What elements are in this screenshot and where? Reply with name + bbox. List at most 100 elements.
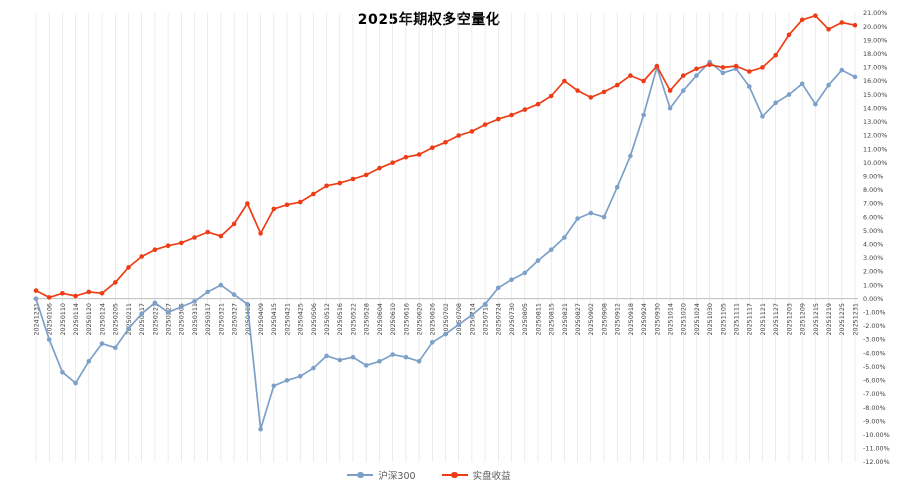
svg-text:5.00%: 5.00%	[863, 227, 883, 235]
chart-title: 2025年期权多空量化	[357, 12, 501, 28]
svg-text:7.00%: 7.00%	[863, 200, 883, 208]
series-1-line	[33, 13, 858, 300]
svg-text:20250714: 20250714	[468, 303, 476, 336]
svg-text:20250512: 20250512	[323, 303, 331, 336]
svg-text:21.00%: 21.00%	[863, 9, 887, 17]
y-axis-labels: 21.00% 20.00% 19.00% 18.00% 17.00% 16.00% 15.0…	[863, 9, 890, 466]
svg-text:-8.00%: -8.00%	[863, 404, 886, 412]
svg-text:20250815: 20250815	[548, 303, 556, 336]
svg-text:20251215: 20251215	[812, 303, 820, 336]
legend-label-hs300: 沪深300	[378, 471, 416, 482]
svg-text:20250821: 20250821	[561, 303, 569, 336]
svg-text:20251020: 20251020	[680, 303, 688, 336]
svg-text:-3.00%: -3.00%	[863, 336, 886, 344]
svg-text:-2.00%: -2.00%	[863, 322, 886, 330]
svg-text:20250805: 20250805	[521, 303, 529, 336]
svg-text:20250217: 20250217	[138, 303, 146, 336]
svg-text:-6.00%: -6.00%	[863, 377, 886, 385]
svg-text:20250522: 20250522	[349, 303, 357, 336]
svg-text:20250924: 20250924	[640, 303, 648, 336]
svg-text:20251105: 20251105	[719, 303, 727, 336]
svg-text:20.00%: 20.00%	[863, 23, 887, 31]
svg-text:6.00%: 6.00%	[863, 213, 883, 221]
svg-text:20250610: 20250610	[389, 303, 397, 336]
svg-text:0.00%: 0.00%	[863, 295, 883, 303]
svg-text:20250506: 20250506	[310, 303, 318, 336]
legend-dot	[451, 471, 458, 479]
legend-item-shipan: 实盘收益	[441, 468, 511, 482]
svg-text:20251203: 20251203	[785, 303, 793, 336]
svg-text:20250930: 20250930	[653, 303, 661, 336]
svg-text:20250918: 20250918	[627, 303, 635, 336]
svg-text:20250811: 20250811	[534, 303, 542, 336]
svg-text:20250730: 20250730	[508, 303, 516, 336]
svg-text:12.00%: 12.00%	[863, 132, 887, 140]
svg-text:20250402: 20250402	[244, 303, 252, 336]
legend-label-shipan: 实盘收益	[472, 471, 511, 482]
line-marker-icon	[441, 471, 468, 480]
svg-text:20250106: 20250106	[46, 303, 54, 336]
svg-text:11.00%: 11.00%	[863, 145, 887, 153]
svg-text:20250114: 20250114	[72, 303, 80, 336]
svg-text:3.00%: 3.00%	[863, 254, 883, 262]
svg-text:20250702: 20250702	[442, 303, 450, 336]
svg-text:20251111: 20251111	[733, 303, 741, 336]
svg-text:20250317: 20250317	[204, 303, 212, 336]
svg-text:19.00%: 19.00%	[863, 36, 887, 44]
svg-text:4.00%: 4.00%	[863, 241, 883, 249]
svg-text:20250421: 20250421	[283, 303, 291, 336]
svg-text:20250211: 20250211	[125, 303, 133, 336]
svg-text:20250221: 20250221	[151, 303, 159, 336]
legend-dot	[357, 471, 364, 479]
svg-text:20251117: 20251117	[746, 303, 754, 336]
svg-text:2.00%: 2.00%	[863, 268, 883, 276]
svg-text:-7.00%: -7.00%	[863, 390, 886, 398]
svg-text:20250321: 20250321	[217, 303, 225, 336]
svg-text:20250902: 20250902	[587, 303, 595, 336]
svg-text:-5.00%: -5.00%	[863, 363, 886, 371]
svg-text:20250205: 20250205	[112, 303, 120, 336]
svg-text:20251231: 20251231	[851, 303, 859, 336]
svg-text:10.00%: 10.00%	[863, 159, 887, 167]
svg-text:20250227: 20250227	[165, 303, 173, 336]
svg-text:20250708: 20250708	[455, 303, 463, 336]
svg-text:20241231: 20241231	[32, 303, 40, 336]
svg-text:-10.00%: -10.00%	[863, 431, 890, 439]
svg-text:20250305: 20250305	[178, 303, 186, 336]
svg-text:18.00%: 18.00%	[863, 50, 887, 58]
svg-text:20250620: 20250620	[416, 303, 424, 336]
svg-text:20250616: 20250616	[402, 303, 410, 336]
svg-text:16.00%: 16.00%	[863, 77, 887, 85]
x-axis-labels: 20241231 20250106 20250110 20250114 20250120…	[32, 303, 859, 336]
svg-text:20251209: 20251209	[799, 303, 807, 336]
svg-text:-1.00%: -1.00%	[863, 309, 886, 317]
svg-text:-11.00%: -11.00%	[863, 445, 890, 453]
gridlines	[35, 13, 856, 462]
svg-text:20250908: 20250908	[600, 303, 608, 336]
svg-text:9.00%: 9.00%	[863, 173, 883, 181]
svg-text:20251030: 20251030	[706, 303, 714, 336]
svg-text:20250311: 20250311	[191, 303, 199, 336]
svg-text:20250827: 20250827	[574, 303, 582, 336]
svg-text:20251121: 20251121	[759, 303, 767, 336]
series-0-line	[33, 59, 858, 432]
svg-text:15.00%: 15.00%	[863, 91, 887, 99]
line-marker-icon	[347, 471, 374, 480]
svg-text:20251225: 20251225	[838, 303, 846, 336]
svg-text:-12.00%: -12.00%	[863, 458, 890, 466]
svg-text:20250110: 20250110	[59, 303, 67, 336]
svg-text:17.00%: 17.00%	[863, 64, 887, 72]
svg-text:1.00%: 1.00%	[863, 281, 883, 289]
svg-text:20251014: 20251014	[667, 303, 675, 336]
svg-text:13.00%: 13.00%	[863, 118, 887, 126]
svg-text:20250724: 20250724	[495, 303, 503, 336]
svg-text:8.00%: 8.00%	[863, 186, 883, 194]
svg-text:20250912: 20250912	[614, 303, 622, 336]
svg-text:20250124: 20250124	[98, 303, 106, 336]
legend-item-hs300: 沪深300	[347, 468, 416, 482]
svg-text:20251219: 20251219	[825, 303, 833, 336]
svg-text:20250718: 20250718	[482, 303, 490, 336]
svg-text:20250409: 20250409	[257, 303, 265, 336]
